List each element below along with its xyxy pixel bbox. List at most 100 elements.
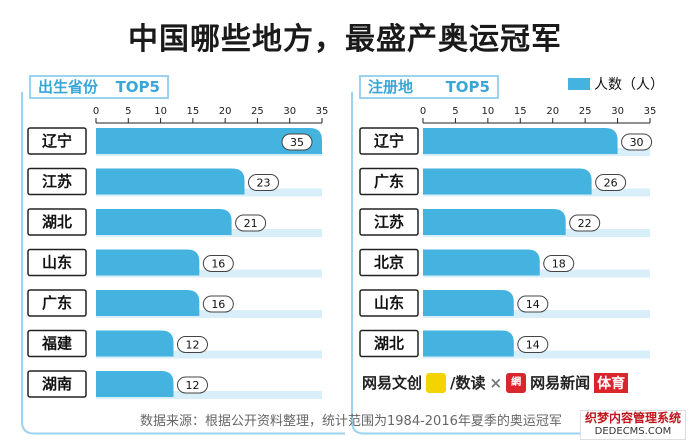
category-label: 湖南 xyxy=(42,375,72,393)
category-label: 湖北 xyxy=(374,335,404,353)
category-label-box xyxy=(27,127,87,155)
value-label: 23 xyxy=(257,177,271,190)
logo-sports-tag: 体育 xyxy=(594,372,629,393)
logo-netease-news: 网易新闻 xyxy=(530,374,591,392)
category-label-box xyxy=(27,208,87,236)
x-tick-label: 0 xyxy=(93,106,99,117)
panel-title-0: 出生省份 xyxy=(38,78,99,96)
legend-swatch xyxy=(568,78,590,90)
x-tick-label: 0 xyxy=(420,106,426,117)
category-label-box xyxy=(359,289,419,317)
x-tick-label: 5 xyxy=(452,106,458,117)
chart-title: 中国哪些地方，最盛产奥运冠军 xyxy=(128,22,562,57)
value-pill xyxy=(621,133,653,151)
bar xyxy=(96,249,200,276)
category-label: 辽宁 xyxy=(374,132,404,150)
value-pill xyxy=(176,376,208,394)
legend-label: 人数（人） xyxy=(594,77,664,93)
value-label: 22 xyxy=(578,217,592,230)
x-tick-label: 25 xyxy=(579,106,592,117)
bar-shadow xyxy=(96,269,322,278)
value-label: 18 xyxy=(552,258,566,271)
category-label: 山东 xyxy=(374,294,404,312)
panel-badge-0: TOP5 xyxy=(116,78,160,96)
category-label-box xyxy=(27,167,87,196)
netease-logo-icon xyxy=(426,372,447,393)
panel-frame-0 xyxy=(21,92,345,435)
category-label: 辽宁 xyxy=(42,132,72,150)
value-label: 30 xyxy=(630,136,644,149)
bar xyxy=(96,290,200,316)
category-label: 湖北 xyxy=(42,213,72,231)
data-source-note: 数据来源：根据公开资料整理，统计范围为1984-2016年夏季的奥运冠军 xyxy=(140,414,562,429)
value-label: 21 xyxy=(244,217,258,230)
value-pill xyxy=(517,295,549,313)
x-tick-label: 15 xyxy=(514,106,527,117)
x-tick-label: 25 xyxy=(251,106,264,117)
bar xyxy=(423,168,592,195)
x-tick-label: 30 xyxy=(283,106,296,117)
x-tick-label: 30 xyxy=(611,106,624,117)
value-label: 26 xyxy=(604,177,618,190)
value-pill xyxy=(517,336,549,353)
x-tick-label: 35 xyxy=(644,106,657,117)
x-tick-label: 5 xyxy=(125,106,131,117)
x-tick-label: 20 xyxy=(219,106,232,117)
category-label-box xyxy=(27,248,87,277)
category-label: 福建 xyxy=(41,335,73,353)
value-pill xyxy=(202,255,234,272)
bar xyxy=(423,290,514,316)
panel-title-1: 注册地 xyxy=(368,78,413,96)
value-label: 14 xyxy=(526,298,540,311)
category-label-box xyxy=(27,370,87,398)
watermark-line2: DEDECMS.COM xyxy=(594,426,672,437)
bar-shadow xyxy=(423,350,650,359)
bar xyxy=(96,330,174,357)
value-label: 16 xyxy=(211,258,225,271)
category-label-box xyxy=(359,127,419,155)
panel-header-box-1 xyxy=(359,75,499,99)
netease-news-icon: 網 xyxy=(506,372,527,393)
x-tick-label: 10 xyxy=(481,106,494,117)
value-pill xyxy=(281,133,313,151)
panel-badge-1: TOP5 xyxy=(446,78,490,96)
x-tick-label: 10 xyxy=(154,106,167,117)
bar xyxy=(96,209,232,235)
bar xyxy=(423,209,566,235)
value-pill xyxy=(595,174,627,191)
watermark-line1: 织梦内容管理系统 xyxy=(584,411,681,425)
bar xyxy=(423,128,618,154)
category-label: 广东 xyxy=(374,173,404,191)
value-pill xyxy=(176,336,208,353)
value-pill xyxy=(248,174,280,191)
bar-shadow xyxy=(96,391,322,399)
category-label-box xyxy=(359,248,419,277)
bar xyxy=(96,168,245,195)
panel-frame-1 xyxy=(351,92,668,435)
value-label: 35 xyxy=(290,136,304,149)
category-label-box xyxy=(359,208,419,236)
bar xyxy=(96,371,174,397)
category-label-box xyxy=(359,329,419,358)
logo-netease-wenchuang: 网易文创 xyxy=(362,374,423,392)
cross-icon: × xyxy=(489,373,503,392)
category-label-box xyxy=(27,289,87,317)
bar-shadow xyxy=(96,310,322,318)
value-label: 16 xyxy=(211,298,225,311)
value-label: 14 xyxy=(526,339,540,352)
category-label: 山东 xyxy=(42,254,72,272)
bar-shadow xyxy=(423,310,650,318)
bar xyxy=(423,330,514,357)
bar-shadow xyxy=(96,350,322,359)
publisher-logos: 网易文创 /数读 × 網 网易新闻 体育 xyxy=(362,372,629,393)
logo-shudu: /数读 xyxy=(450,374,486,392)
watermark: 织梦内容管理系统 DEDECMS.COM xyxy=(579,410,686,440)
category-label: 江苏 xyxy=(374,213,404,231)
category-label: 北京 xyxy=(374,254,404,272)
value-pill xyxy=(569,214,601,232)
value-pill xyxy=(202,295,234,313)
value-pill xyxy=(235,214,267,232)
panel-header-box-0 xyxy=(29,75,169,99)
value-pill xyxy=(543,255,575,272)
